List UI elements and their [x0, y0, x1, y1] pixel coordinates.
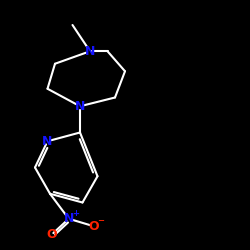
- Text: N: N: [85, 45, 95, 58]
- Text: N: N: [75, 100, 85, 113]
- Text: N: N: [42, 135, 53, 148]
- Text: −: −: [97, 216, 104, 225]
- Text: O: O: [88, 220, 99, 233]
- Text: N: N: [64, 212, 74, 225]
- Text: O: O: [46, 228, 56, 241]
- Text: +: +: [72, 209, 79, 218]
